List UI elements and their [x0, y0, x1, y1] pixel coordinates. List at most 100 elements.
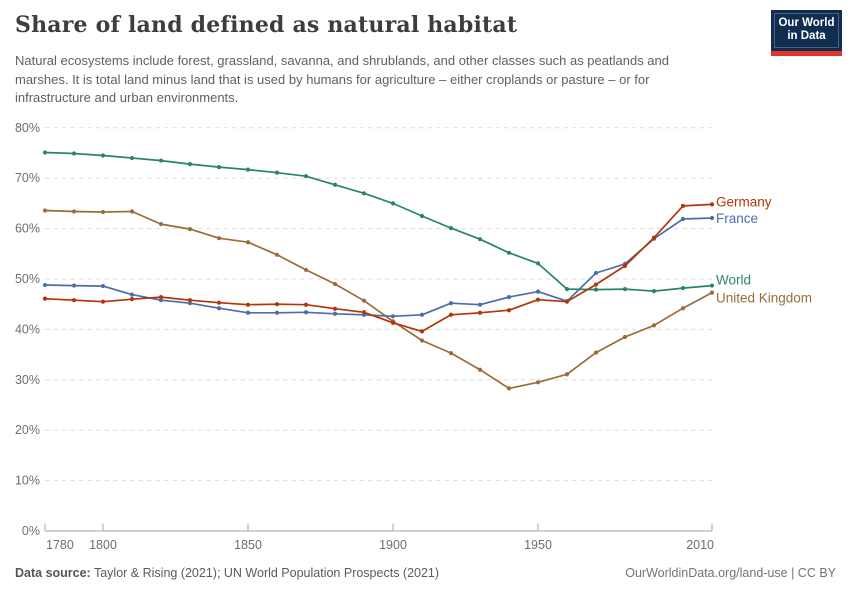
data-point-world-2010[interactable]: [709, 283, 715, 288]
data-point-france-2010[interactable]: [709, 215, 715, 221]
data-point-germany-1980[interactable]: [622, 263, 628, 268]
data-point-united-kingdom-1930[interactable]: [477, 367, 483, 372]
data-point-germany-1990[interactable]: [651, 235, 657, 240]
series-line-world[interactable]: [44, 151, 713, 292]
data-point-world-1910[interactable]: [419, 213, 425, 219]
data-point-germany-1900[interactable]: [390, 320, 396, 325]
series-france[interactable]: [42, 215, 715, 319]
data-point-world-1860[interactable]: [274, 170, 280, 175]
data-point-france-1950[interactable]: [535, 289, 541, 294]
series-germany[interactable]: [42, 202, 715, 334]
data-point-world-1880[interactable]: [332, 182, 338, 187]
data-point-germany-1950[interactable]: [535, 297, 541, 302]
data-point-united-kingdom-1850[interactable]: [245, 240, 251, 245]
data-point-germany-1960[interactable]: [564, 299, 570, 304]
data-point-world-1900[interactable]: [390, 201, 396, 206]
series-line-united-kingdom[interactable]: [44, 209, 713, 390]
data-point-germany-1920[interactable]: [448, 312, 454, 317]
data-point-world-1930[interactable]: [477, 237, 483, 242]
data-point-world-1920[interactable]: [448, 225, 454, 231]
data-point-france-1780[interactable]: [42, 282, 48, 288]
data-point-united-kingdom-1890[interactable]: [361, 298, 367, 303]
data-point-france-1790[interactable]: [71, 283, 77, 288]
data-point-france-1810[interactable]: [129, 292, 135, 297]
data-point-germany-1930[interactable]: [477, 310, 483, 315]
data-point-world-1790[interactable]: [71, 151, 77, 156]
data-point-world-1980[interactable]: [622, 286, 628, 292]
data-point-united-kingdom-1810[interactable]: [129, 209, 135, 214]
data-point-united-kingdom-1790[interactable]: [71, 209, 77, 214]
data-point-world-1820[interactable]: [158, 158, 164, 163]
data-point-world-1990[interactable]: [651, 288, 657, 294]
data-point-world-1960[interactable]: [564, 286, 570, 292]
data-point-france-1880[interactable]: [332, 311, 338, 316]
data-point-germany-1970[interactable]: [593, 282, 599, 287]
data-point-germany-1810[interactable]: [129, 297, 135, 302]
data-point-united-kingdom-1830[interactable]: [187, 227, 193, 232]
data-point-united-kingdom-1970[interactable]: [593, 350, 599, 355]
legend-label-germany[interactable]: Germany: [716, 194, 772, 209]
data-point-world-1850[interactable]: [245, 167, 251, 172]
owid-logo[interactable]: Our World in Data: [771, 10, 842, 56]
data-point-united-kingdom-1800[interactable]: [100, 209, 106, 215]
footer-link[interactable]: OurWorldinData.org/land-use | CC BY: [625, 566, 836, 580]
data-point-united-kingdom-1820[interactable]: [158, 221, 164, 227]
data-point-france-1970[interactable]: [593, 270, 599, 276]
series-line-france[interactable]: [44, 217, 713, 318]
data-point-united-kingdom-1780[interactable]: [42, 208, 48, 213]
legend-label-world[interactable]: World: [716, 273, 751, 288]
data-point-united-kingdom-1920[interactable]: [448, 350, 454, 356]
data-point-france-1900[interactable]: [390, 314, 396, 319]
data-point-germany-1790[interactable]: [71, 298, 77, 303]
data-point-germany-1840[interactable]: [216, 300, 222, 305]
data-point-germany-1800[interactable]: [100, 299, 106, 304]
data-point-germany-1820[interactable]: [158, 295, 164, 300]
data-point-germany-1870[interactable]: [303, 302, 309, 307]
data-point-united-kingdom-1840[interactable]: [216, 236, 222, 241]
data-point-united-kingdom-1860[interactable]: [274, 252, 280, 257]
data-point-world-1890[interactable]: [361, 191, 367, 196]
data-point-germany-1830[interactable]: [187, 298, 193, 303]
data-point-germany-1940[interactable]: [506, 308, 512, 313]
data-point-germany-2000[interactable]: [680, 203, 686, 209]
data-point-france-1920[interactable]: [448, 301, 454, 306]
data-point-world-1950[interactable]: [535, 261, 541, 266]
data-point-germany-2010[interactable]: [709, 202, 715, 207]
data-point-france-1870[interactable]: [303, 310, 309, 315]
data-point-united-kingdom-1880[interactable]: [332, 281, 338, 287]
data-point-united-kingdom-1990[interactable]: [651, 323, 657, 328]
data-point-united-kingdom-1950[interactable]: [535, 380, 541, 385]
data-point-united-kingdom-1940[interactable]: [506, 386, 512, 391]
data-point-france-2000[interactable]: [680, 216, 686, 222]
data-point-world-1780[interactable]: [42, 150, 48, 155]
data-point-world-1810[interactable]: [129, 155, 135, 161]
data-point-germany-1780[interactable]: [42, 296, 48, 301]
data-point-france-1930[interactable]: [477, 302, 483, 307]
data-point-france-1800[interactable]: [100, 283, 106, 289]
data-point-germany-1860[interactable]: [274, 302, 280, 307]
data-point-france-1820[interactable]: [158, 298, 164, 303]
data-point-world-1800[interactable]: [100, 153, 106, 158]
series-line-germany[interactable]: [44, 203, 713, 333]
data-point-france-1830[interactable]: [187, 301, 193, 306]
data-point-united-kingdom-1910[interactable]: [419, 338, 425, 343]
series-united-kingdom[interactable]: [42, 208, 715, 391]
data-point-france-1860[interactable]: [274, 310, 280, 315]
series-world[interactable]: [42, 150, 715, 294]
legend-label-united-kingdom[interactable]: United Kingdom: [716, 291, 812, 306]
data-point-world-1870[interactable]: [303, 174, 309, 179]
legend-label-france[interactable]: France: [716, 211, 758, 226]
data-point-germany-1890[interactable]: [361, 310, 367, 315]
data-point-germany-1880[interactable]: [332, 306, 338, 311]
data-point-germany-1850[interactable]: [245, 302, 251, 307]
data-point-world-1940[interactable]: [506, 250, 512, 255]
data-point-united-kingdom-1960[interactable]: [564, 372, 570, 377]
data-point-world-2000[interactable]: [680, 285, 686, 291]
data-point-france-1850[interactable]: [245, 310, 251, 315]
data-point-united-kingdom-1870[interactable]: [303, 267, 309, 273]
data-point-france-1840[interactable]: [216, 306, 222, 311]
data-point-world-1830[interactable]: [187, 161, 193, 167]
data-point-germany-1910[interactable]: [419, 329, 425, 334]
data-point-united-kingdom-2010[interactable]: [709, 290, 715, 295]
data-point-france-1940[interactable]: [506, 295, 512, 300]
